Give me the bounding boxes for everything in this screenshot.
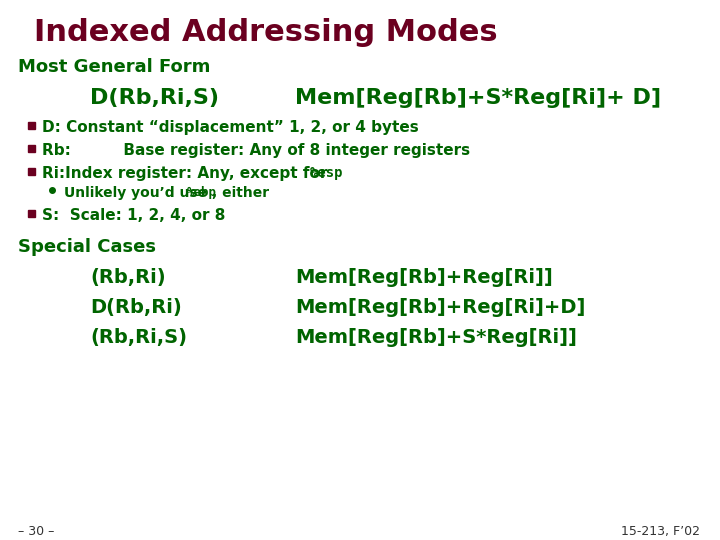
Text: S:  Scale: 1, 2, 4, or 8: S: Scale: 1, 2, 4, or 8 <box>42 208 225 223</box>
Text: Indexed Addressing Modes: Indexed Addressing Modes <box>34 18 498 47</box>
Text: D(Rb,Ri): D(Rb,Ri) <box>90 298 181 317</box>
Text: %esp: %esp <box>310 166 343 180</box>
Bar <box>28 145 35 152</box>
Text: (Rb,Ri,S): (Rb,Ri,S) <box>90 328 187 347</box>
Text: , either: , either <box>212 186 269 200</box>
Text: D: Constant “displacement” 1, 2, or 4 bytes: D: Constant “displacement” 1, 2, or 4 by… <box>42 120 419 135</box>
Bar <box>28 122 35 129</box>
Text: Rb:          Base register: Any of 8 integer registers: Rb: Base register: Any of 8 integer regi… <box>42 143 470 158</box>
Text: Ri:Index register: Any, except for: Ri:Index register: Any, except for <box>42 166 333 181</box>
Text: Mem[Reg[Rb]+Reg[Ri]+D]: Mem[Reg[Rb]+Reg[Ri]+D] <box>295 298 585 317</box>
Text: D(Rb,Ri,S): D(Rb,Ri,S) <box>90 88 219 108</box>
Text: Most General Form: Most General Form <box>18 58 210 76</box>
Text: – 30 –: – 30 – <box>18 525 55 538</box>
Bar <box>28 210 35 217</box>
Bar <box>28 168 35 175</box>
Text: 15-213, F’02: 15-213, F’02 <box>621 525 700 538</box>
Text: (Rb,Ri): (Rb,Ri) <box>90 268 166 287</box>
Text: %ebp: %ebp <box>187 186 217 199</box>
Text: Unlikely you’d use: Unlikely you’d use <box>64 186 212 200</box>
Text: Mem[Reg[Rb]+Reg[Ri]]: Mem[Reg[Rb]+Reg[Ri]] <box>295 268 553 287</box>
Text: Special Cases: Special Cases <box>18 238 156 256</box>
Text: Mem[Reg[Rb]+S*Reg[Ri]+ D]: Mem[Reg[Rb]+S*Reg[Ri]+ D] <box>295 88 661 108</box>
Text: Mem[Reg[Rb]+S*Reg[Ri]]: Mem[Reg[Rb]+S*Reg[Ri]] <box>295 328 577 347</box>
